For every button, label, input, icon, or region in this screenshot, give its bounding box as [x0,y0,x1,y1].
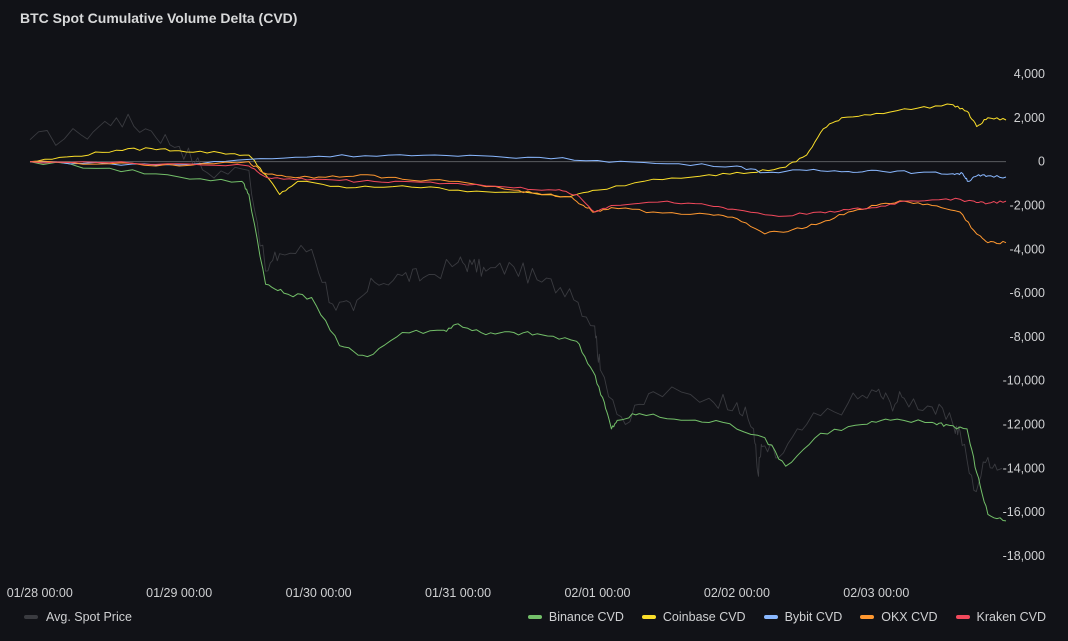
legend-label-binance: Binance CVD [548,610,624,624]
legend-label-bybit: Bybit CVD [784,610,843,624]
legend-swatch-avg-spot-price [24,615,38,619]
x-tick-label: 01/28 00:00 [7,586,73,600]
x-tick-label: 01/31 00:00 [425,586,491,600]
x-tick-label: 02/02 00:00 [704,586,770,600]
series-line-binance-cvd[interactable] [29,161,1007,522]
legend-item-kraken[interactable]: Kraken CVD [955,610,1046,624]
y-tick-label: -2,000 [1010,198,1045,212]
series-line-okx-cvd[interactable] [29,160,1007,245]
legend-swatch-coinbase [641,615,656,619]
y-tick-label: -10,000 [1003,374,1045,388]
legend-item-okx[interactable]: OKX CVD [860,610,938,624]
legend-swatch-binance [527,615,542,619]
y-tick-label: -8,000 [1010,330,1045,344]
legend-item-binance[interactable]: Binance CVD [527,610,624,624]
y-tick-label: -4,000 [1010,242,1045,256]
legend-swatch-kraken [955,615,970,619]
legend-label-coinbase: Coinbase CVD [662,610,746,624]
series-line-coinbase-cvd[interactable] [29,103,1007,198]
series-line-bybit-cvd[interactable] [29,154,1007,182]
legend-cvd: Binance CVD Coinbase CVD Bybit CVD OKX C… [527,610,1046,624]
series-line-kraken-cvd[interactable] [29,161,1007,217]
legend-item-coinbase[interactable]: Coinbase CVD [641,610,746,624]
legend-label-okx: OKX CVD [881,610,938,624]
y-tick-label: 0 [1038,155,1045,169]
series-line-avg-spot-price[interactable] [29,113,1002,493]
y-tick-label: -6,000 [1010,286,1045,300]
y-tick-label: -16,000 [1003,505,1045,519]
legend-swatch-okx [860,615,875,619]
y-tick-label: 2,000 [1014,111,1045,125]
legend-price[interactable]: Avg. Spot Price [24,610,132,624]
y-tick-label: -12,000 [1003,418,1045,432]
x-tick-label: 02/01 00:00 [564,586,630,600]
y-tick-label: -14,000 [1003,461,1045,475]
chart-title: BTC Spot Cumulative Volume Delta (CVD) [20,10,298,26]
legend-swatch-bybit [763,615,778,619]
y-tick-label: -18,000 [1003,549,1045,563]
legend-label-avg-spot-price: Avg. Spot Price [46,610,132,624]
x-tick-label: 01/30 00:00 [286,586,352,600]
x-tick-label: 01/29 00:00 [146,586,212,600]
legend-item-bybit[interactable]: Bybit CVD [763,610,843,624]
x-tick-label: 02/03 00:00 [843,586,909,600]
y-tick-label: 4,000 [1014,67,1045,81]
legend-label-kraken: Kraken CVD [976,610,1046,624]
